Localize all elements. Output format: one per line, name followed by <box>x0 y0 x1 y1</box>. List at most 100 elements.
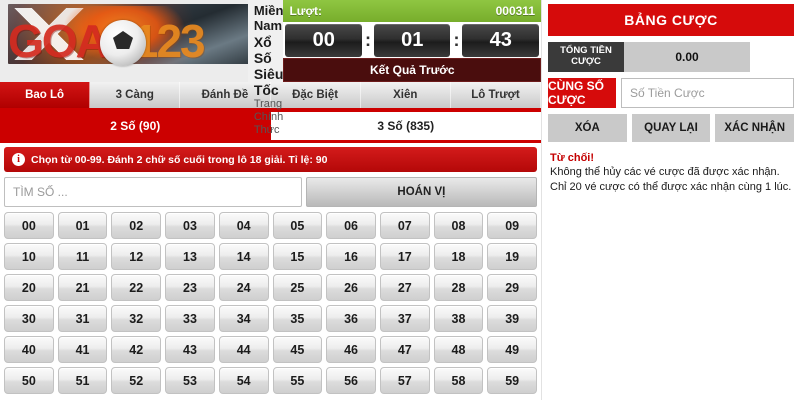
region-title: Miền Nam <box>253 3 284 33</box>
number-cell[interactable]: 08 <box>433 212 484 239</box>
number-cell[interactable]: 36 <box>326 305 376 332</box>
number-cell[interactable]: 06 <box>326 212 376 239</box>
number-cell[interactable]: 51 <box>57 367 108 394</box>
notice-title: Từ chối! <box>550 152 595 164</box>
number-cell[interactable]: 48 <box>433 336 484 363</box>
search-toolbar: HOÁN VỊ <box>4 177 537 207</box>
number-cell[interactable]: 13 <box>165 243 215 270</box>
number-cell[interactable]: 10 <box>4 243 54 270</box>
number-cell[interactable]: 09 <box>487 212 538 239</box>
number-cell[interactable]: 14 <box>218 243 269 270</box>
number-cell[interactable]: 21 <box>57 274 108 301</box>
number-cell[interactable]: 30 <box>4 305 54 332</box>
number-cell[interactable]: 05 <box>272 212 323 239</box>
site-title-block: Miền Nam Xổ Số Siêu Tốc Trang Chính Thức <box>248 0 284 135</box>
number-grid: 00 01 02 03 04 05 06 07 08 09 10 11 12 1… <box>0 210 541 400</box>
clock-separator-1: : <box>364 29 371 51</box>
number-cell[interactable]: 47 <box>379 336 430 363</box>
number-cell[interactable]: 49 <box>487 336 538 363</box>
number-cell[interactable]: 29 <box>487 274 538 301</box>
logo-banner: GOAL 123 <box>0 0 248 82</box>
number-cell[interactable]: 16 <box>326 243 376 270</box>
number-cell[interactable]: 44 <box>218 336 269 363</box>
table-row: 00 01 02 03 04 05 06 07 08 09 <box>4 212 538 239</box>
number-cell[interactable]: 43 <box>165 336 215 363</box>
main-content-column: GOAL 123 Miền Nam Xổ Số Siêu Tốc Trang C… <box>0 0 541 400</box>
permute-button[interactable]: HOÁN VỊ <box>305 177 537 207</box>
table-row: 50 51 52 53 54 55 56 57 58 59 <box>4 367 538 394</box>
number-cell[interactable]: 12 <box>111 243 162 270</box>
number-cell[interactable]: 41 <box>57 336 108 363</box>
previous-result-button[interactable]: Kết Quả Trước <box>283 58 541 82</box>
confirm-button[interactable]: XÁC NHẬN <box>715 114 795 142</box>
number-cell[interactable]: 34 <box>218 305 269 332</box>
number-cell[interactable]: 18 <box>433 243 484 270</box>
bet-mode-subtabs: 2 Số (90) 3 Số (835) <box>0 112 541 143</box>
number-cell[interactable]: 59 <box>487 367 538 394</box>
number-cell[interactable]: 15 <box>272 243 323 270</box>
number-cell[interactable]: 20 <box>4 274 54 301</box>
tab-lo-truot[interactable]: Lô Trượt <box>451 82 542 108</box>
number-cell[interactable]: 55 <box>272 367 323 394</box>
number-cell[interactable]: 40 <box>4 336 54 363</box>
number-cell[interactable]: 28 <box>433 274 484 301</box>
subtab-2-so[interactable]: 2 Số (90) <box>0 112 271 140</box>
number-cell[interactable]: 53 <box>165 367 215 394</box>
notice-line-1: Không thể hủy các vé cược đã được xác nh… <box>550 166 780 178</box>
same-amount-button[interactable]: CÙNG SỐ CƯỢC <box>548 78 616 108</box>
number-cell[interactable]: 23 <box>165 274 215 301</box>
tab-dac-biet[interactable]: Đặc Biệt <box>271 82 361 108</box>
number-cell[interactable]: 35 <box>272 305 323 332</box>
number-cell[interactable]: 02 <box>111 212 162 239</box>
number-cell[interactable]: 00 <box>4 212 54 239</box>
number-cell[interactable]: 22 <box>111 274 162 301</box>
number-cell[interactable]: 07 <box>379 212 430 239</box>
round-number: 000311 <box>495 4 535 18</box>
number-cell[interactable]: 45 <box>272 336 323 363</box>
table-row: 10 11 12 13 14 15 16 17 18 19 <box>4 243 538 270</box>
table-row: 40 41 42 43 44 45 46 47 48 49 <box>4 336 538 363</box>
number-cell[interactable]: 56 <box>326 367 376 394</box>
tab-xien[interactable]: Xiên <box>361 82 451 108</box>
number-cell[interactable]: 03 <box>165 212 215 239</box>
round-bar: Lượt: 000311 <box>283 0 541 22</box>
tab-3-cang[interactable]: 3 Càng <box>90 82 181 108</box>
number-cell[interactable]: 04 <box>218 212 269 239</box>
number-cell[interactable]: 32 <box>111 305 162 332</box>
number-cell[interactable]: 26 <box>326 274 376 301</box>
bet-amount-input[interactable] <box>621 78 794 108</box>
rules-info-bar: i Chọn từ 00-99. Đánh 2 chữ số cuối tron… <box>4 147 537 172</box>
tab-danh-de[interactable]: Đánh Đề <box>180 82 271 108</box>
total-stake-row: TỔNG TIỀN CƯỢC 0.00 <box>548 42 750 72</box>
tab-bao-lo[interactable]: Bao Lô <box>0 82 91 108</box>
subtab-3-so[interactable]: 3 Số (835) <box>270 112 541 140</box>
number-cell[interactable]: 01 <box>57 212 108 239</box>
number-cell[interactable]: 24 <box>218 274 269 301</box>
back-button[interactable]: QUAY LẠI <box>631 114 711 142</box>
number-cell[interactable]: 17 <box>379 243 430 270</box>
number-cell[interactable]: 39 <box>487 305 538 332</box>
search-number-input[interactable] <box>4 177 302 207</box>
number-cell[interactable]: 52 <box>111 367 162 394</box>
number-cell[interactable]: 11 <box>57 243 108 270</box>
bet-action-buttons: XÓA QUAY LẠI XÁC NHẬN <box>548 114 795 142</box>
number-cell[interactable]: 37 <box>379 305 430 332</box>
number-cell[interactable]: 57 <box>379 367 430 394</box>
number-cell[interactable]: 25 <box>272 274 323 301</box>
number-cell[interactable]: 46 <box>326 336 376 363</box>
number-cell[interactable]: 54 <box>218 367 269 394</box>
bet-slip-panel: BẢNG CƯỢC TỔNG TIỀN CƯỢC 0.00 CÙNG SỐ CƯ… <box>541 0 800 400</box>
number-cell[interactable]: 19 <box>487 243 538 270</box>
notice-line-2: Chỉ 20 vé cược có thể được xác nhận cùng… <box>550 180 792 193</box>
number-cell[interactable]: 38 <box>433 305 484 332</box>
round-timer-block: Lượt: 000311 00 : 01 : 43 Kết Quả Trước <box>283 0 541 82</box>
number-cell[interactable]: 33 <box>165 305 215 332</box>
number-cell[interactable]: 27 <box>379 274 430 301</box>
number-cell[interactable]: 50 <box>4 367 54 394</box>
clear-button[interactable]: XÓA <box>548 114 627 142</box>
rules-info-text: Chọn từ 00-99. Đánh 2 chữ số cuối trong … <box>31 153 328 166</box>
number-cell[interactable]: 58 <box>433 367 484 394</box>
number-cell[interactable]: 31 <box>57 305 108 332</box>
number-cell[interactable]: 42 <box>111 336 162 363</box>
